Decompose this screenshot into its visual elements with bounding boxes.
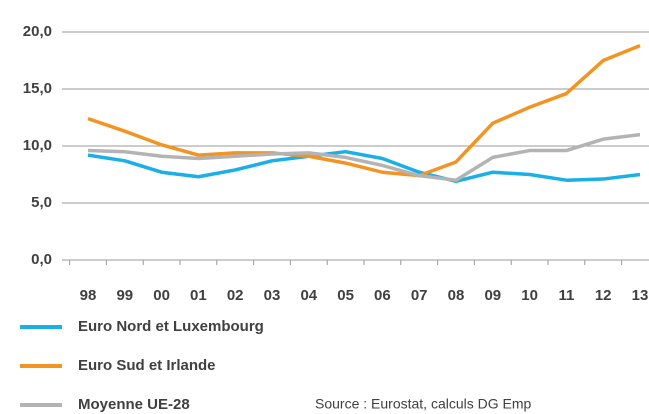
x-tick-label: 03 (264, 287, 281, 304)
x-tick-label: 11 (558, 287, 574, 304)
legend-label: Euro Nord et Luxembourg (78, 318, 264, 335)
x-tick-label: 09 (484, 287, 501, 304)
y-tick-label: 5,0 (31, 194, 52, 211)
legend-label: Euro Sud et Irlande (78, 357, 216, 374)
legend-label: Moyenne UE-28 (78, 396, 190, 413)
x-tick-label: 06 (374, 287, 391, 304)
source-note: Source : Eurostat, calculs DG Emp (315, 396, 532, 412)
x-tick-label: 00 (153, 287, 170, 304)
x-tick-label: 10 (521, 287, 538, 304)
series-line (87, 149, 641, 184)
x-tick-label: 08 (448, 287, 465, 304)
y-tick-label: 10,0 (23, 137, 52, 154)
x-tick-label: 05 (337, 287, 354, 304)
x-tick-label: 07 (411, 287, 428, 304)
x-tick-label: 01 (190, 287, 207, 304)
x-tick-label: 99 (116, 287, 133, 304)
series-line (87, 132, 641, 182)
x-tick-label: 02 (227, 287, 244, 304)
y-tick-label: 15,0 (23, 80, 52, 97)
x-tick-label: 13 (632, 287, 649, 304)
x-tick-label: 12 (595, 287, 612, 304)
x-tick-label: 04 (300, 287, 317, 304)
y-tick-label: 0,0 (31, 251, 52, 268)
x-tick-label: 98 (80, 287, 97, 304)
y-tick-label: 20,0 (23, 23, 52, 40)
series-line (87, 44, 641, 178)
